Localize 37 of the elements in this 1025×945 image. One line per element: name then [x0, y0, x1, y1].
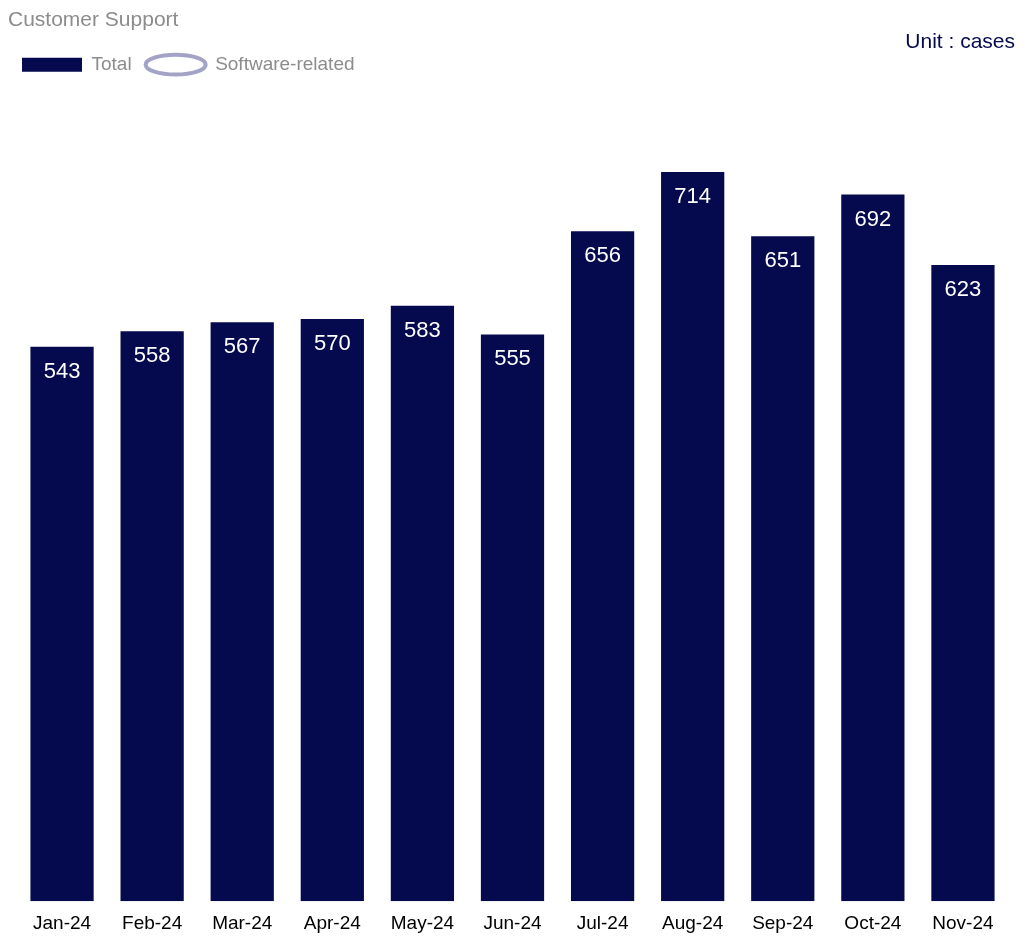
bar [570, 231, 635, 902]
bar [661, 172, 725, 902]
bar [300, 319, 364, 902]
x-tick-label: Jul-24 [576, 911, 629, 933]
legend-label: Total [91, 52, 132, 74]
data-label: 623 [944, 276, 982, 302]
bar [390, 305, 455, 902]
bar [480, 334, 545, 902]
data-label: 583 [404, 316, 441, 342]
x-tick-label: Aug-24 [662, 911, 724, 933]
bar [30, 346, 94, 902]
bar [751, 236, 815, 902]
bar [931, 264, 995, 902]
bar [841, 194, 905, 902]
data-label: 714 [674, 183, 712, 209]
data-label: 543 [43, 357, 81, 383]
data-label: 567 [223, 333, 261, 359]
data-label: 651 [764, 247, 802, 273]
legend-label: Software-related [215, 52, 355, 74]
data-label: 692 [854, 205, 892, 231]
x-tick-label: Mar-24 [212, 911, 273, 933]
bar [120, 331, 184, 902]
data-label: 570 [313, 330, 351, 356]
data-label: 555 [494, 345, 531, 371]
x-tick-label: Apr-24 [303, 911, 362, 933]
text: Unit : cases [905, 29, 1015, 53]
data-label: 558 [133, 342, 171, 368]
bar [210, 322, 274, 902]
x-tick-label: Oct-24 [844, 911, 902, 933]
data-label: 656 [584, 242, 621, 268]
x-tick-label: Jan-24 [32, 911, 92, 933]
x-tick-label: Jun-24 [483, 911, 542, 933]
x-tick-label: May-24 [390, 911, 455, 933]
x-tick-label: Nov-24 [932, 911, 995, 933]
x-tick-label: Sep-24 [752, 911, 814, 933]
x-tick-label: Feb-24 [122, 911, 183, 933]
chart-title: Customer Support [8, 7, 179, 31]
